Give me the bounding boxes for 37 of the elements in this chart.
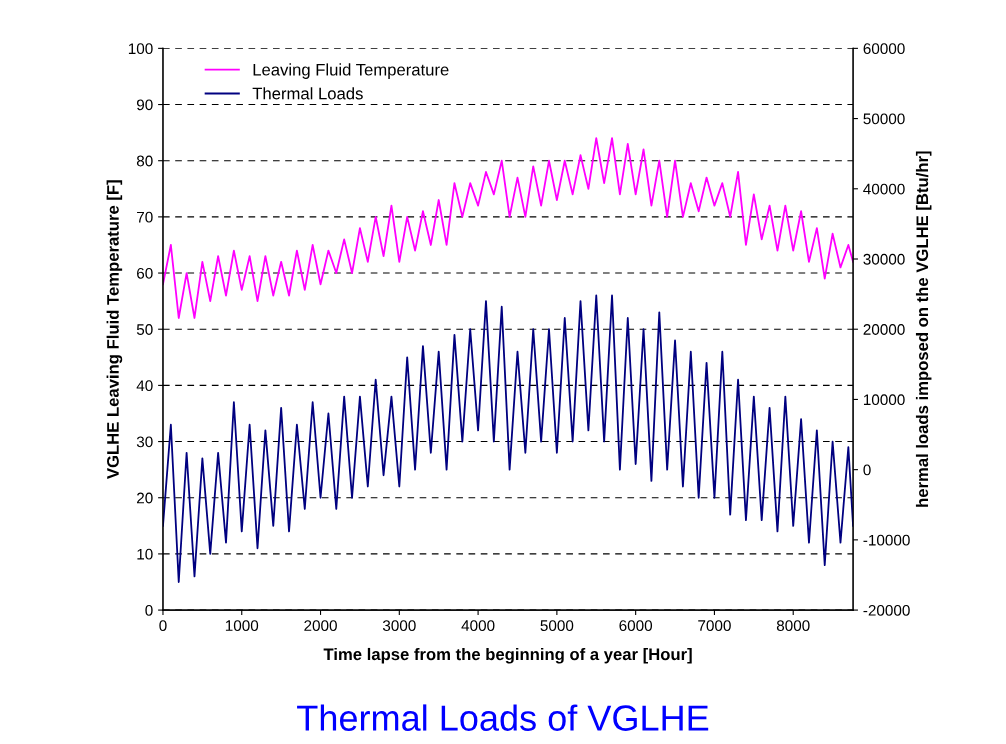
y2-tick-label: 0: [863, 464, 871, 476]
y-tick-label: 30: [136, 436, 153, 448]
legend-label: Thermal Loads: [252, 87, 363, 100]
y2-tick-label: 30000: [863, 253, 905, 265]
y-tick-label: 40: [136, 380, 153, 392]
y2-tick-label: -10000: [863, 534, 910, 546]
line-series: [162, 294, 854, 583]
text: Thermal Loads of VGLHE: [297, 704, 709, 731]
x-tick-label: 7000: [698, 620, 731, 632]
line-series: [162, 137, 854, 319]
y2-tick-label: 10000: [863, 394, 905, 406]
x-tick-label: 3000: [382, 620, 416, 632]
x-tick-label: 0: [159, 620, 167, 632]
x-tick-label: 4000: [461, 620, 495, 632]
y-tick-label: 60: [137, 267, 153, 279]
x-tick-label: 5000: [540, 620, 574, 632]
y2-tick-label: 60000: [863, 43, 905, 55]
y2-tick-label: 20000: [863, 324, 905, 335]
y-tick-label: 0: [145, 604, 153, 616]
y-axis-title: VGLHE Leaving Fluid Temperature [F]: [106, 180, 123, 479]
y-tick-label: 10: [137, 548, 153, 560]
x-tick-label: 6000: [619, 620, 653, 632]
x-axis-title: Time lapse from the beginning of a year [Hour]: [323, 647, 692, 664]
legend-label: Leaving Fluid Temperature: [253, 63, 449, 79]
y2-tick-label: 50000: [863, 113, 905, 125]
x-tick-label: 1000: [225, 620, 259, 632]
y2-tick-label: -20000: [863, 604, 910, 616]
y2-axis-title: hermal loads imposed on the VGLHE [Btu/hr]: [915, 151, 932, 507]
x-tick-label: 8000: [776, 620, 810, 632]
y-tick-label: 80: [136, 155, 153, 167]
x-tick-label: 2000: [304, 620, 337, 632]
y-tick-label: 100: [128, 43, 153, 55]
y-tick-label: 20: [137, 492, 153, 504]
y2-tick-label: 40000: [863, 183, 905, 195]
y-tick-label: 90: [136, 99, 153, 111]
y-tick-label: 50: [136, 324, 153, 335]
y-tick-label: 70: [137, 211, 153, 223]
